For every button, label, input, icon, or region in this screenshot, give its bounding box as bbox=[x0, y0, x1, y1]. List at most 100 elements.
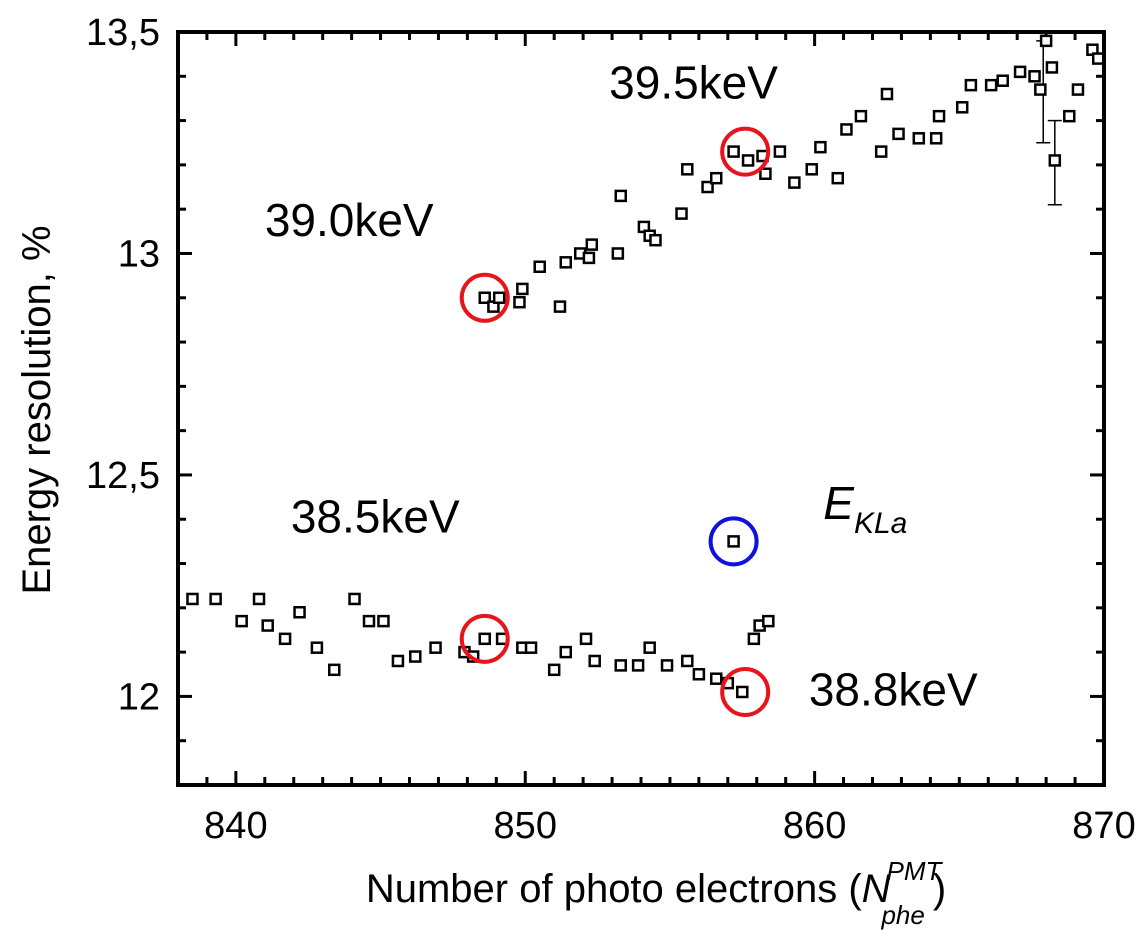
data-point bbox=[831, 171, 845, 185]
data-point bbox=[874, 145, 888, 158]
data-point bbox=[727, 535, 740, 548]
energy-annotation: 39.0keV bbox=[265, 194, 434, 246]
data-points bbox=[186, 34, 1105, 699]
data-point bbox=[547, 663, 561, 677]
data-point bbox=[964, 78, 978, 92]
data-point bbox=[252, 592, 266, 606]
data-point bbox=[391, 654, 405, 668]
data-point bbox=[880, 87, 894, 101]
data-point bbox=[709, 672, 723, 685]
x-tick-label: 850 bbox=[494, 805, 557, 847]
x-axis-title-symbol: N bbox=[862, 867, 891, 911]
data-point bbox=[660, 659, 674, 672]
data-point bbox=[736, 685, 749, 699]
highlight-circle bbox=[708, 516, 759, 567]
x-tick-label: 870 bbox=[1072, 805, 1135, 847]
data-point bbox=[1045, 61, 1059, 74]
data-point bbox=[929, 132, 943, 145]
energy-annotation: 38.5keV bbox=[291, 491, 460, 543]
y-tick-label: 13,5 bbox=[86, 12, 160, 54]
y-tick-label: 12,5 bbox=[86, 455, 160, 497]
x-axis-title-sub: phe bbox=[880, 900, 924, 930]
data-point bbox=[984, 78, 998, 92]
data-point bbox=[524, 641, 538, 654]
x-axis: 840 850 860 870 bbox=[176, 32, 1136, 847]
highlight-circle bbox=[459, 272, 510, 323]
data-point bbox=[692, 668, 706, 681]
data-point bbox=[741, 154, 755, 167]
data-point bbox=[727, 145, 740, 158]
data-point bbox=[409, 650, 422, 663]
ekla-label-sub: KLa bbox=[854, 507, 907, 540]
data-point bbox=[1091, 52, 1105, 65]
data-point bbox=[701, 180, 714, 194]
data-point bbox=[1028, 70, 1041, 83]
data-point bbox=[892, 127, 905, 141]
data-point bbox=[681, 163, 694, 176]
energy-annotation: 38.8keV bbox=[809, 663, 978, 715]
y-tick-label: 12 bbox=[118, 676, 160, 718]
data-point bbox=[814, 140, 827, 154]
data-point bbox=[675, 207, 688, 220]
data-point bbox=[1013, 65, 1027, 79]
highlight-circles bbox=[459, 126, 771, 717]
data-point bbox=[747, 632, 761, 646]
data-point bbox=[478, 632, 491, 646]
data-point bbox=[328, 663, 341, 677]
data-point bbox=[840, 123, 853, 136]
energy-annotation: 39.5keV bbox=[609, 56, 778, 108]
data-point bbox=[209, 592, 222, 606]
ekla-label-symbol: E bbox=[823, 477, 855, 529]
x-axis-title-sup: PMT bbox=[887, 856, 944, 886]
data-point bbox=[1039, 34, 1053, 48]
x-axis-title-text: Number of photo electrons ( bbox=[366, 867, 862, 911]
highlight-circle bbox=[459, 613, 510, 664]
data-point bbox=[759, 167, 772, 180]
data-point bbox=[614, 189, 627, 203]
data-point bbox=[932, 109, 946, 123]
data-point bbox=[955, 101, 969, 114]
data-point bbox=[643, 641, 656, 654]
data-point bbox=[788, 176, 801, 189]
data-point bbox=[478, 291, 491, 305]
x-tick-label: 860 bbox=[783, 805, 846, 847]
data-point bbox=[348, 592, 361, 606]
y-tick-label: 13 bbox=[118, 233, 160, 275]
data-point bbox=[611, 247, 625, 260]
highlight-circle bbox=[720, 126, 771, 177]
data-point bbox=[186, 592, 199, 606]
data-point bbox=[492, 291, 506, 305]
data-point bbox=[762, 614, 775, 628]
data-point bbox=[1071, 83, 1085, 96]
data-point bbox=[579, 632, 593, 646]
data-point bbox=[709, 171, 723, 185]
data-point bbox=[773, 145, 787, 158]
data-point bbox=[1034, 83, 1047, 96]
data-point bbox=[261, 619, 274, 632]
data-point bbox=[362, 614, 376, 628]
data-point bbox=[681, 654, 694, 668]
data-point bbox=[582, 251, 596, 265]
data-point bbox=[559, 645, 573, 659]
data-point bbox=[377, 614, 390, 628]
data-point bbox=[513, 295, 526, 309]
data-point bbox=[585, 238, 599, 251]
data-point bbox=[588, 654, 601, 668]
data-point bbox=[649, 233, 662, 247]
data-point bbox=[553, 300, 567, 313]
data-point bbox=[1048, 154, 1062, 167]
data-point bbox=[805, 163, 818, 176]
y-axis: 12 12,5 13 13,5 bbox=[86, 12, 1104, 787]
data-point bbox=[516, 282, 529, 296]
data-point bbox=[429, 641, 442, 654]
data-point bbox=[559, 256, 573, 269]
data-point bbox=[533, 260, 546, 274]
y-axis-title: Energy resolution, % bbox=[15, 225, 59, 594]
x-tick-label: 840 bbox=[204, 805, 267, 847]
x-axis-title-close: ) bbox=[933, 867, 946, 911]
ekla-label: EKLa bbox=[823, 477, 907, 540]
data-point bbox=[293, 606, 306, 619]
data-point bbox=[310, 641, 324, 654]
x-axis-title: Number of photo electrons (NPMT phe) bbox=[366, 856, 946, 930]
